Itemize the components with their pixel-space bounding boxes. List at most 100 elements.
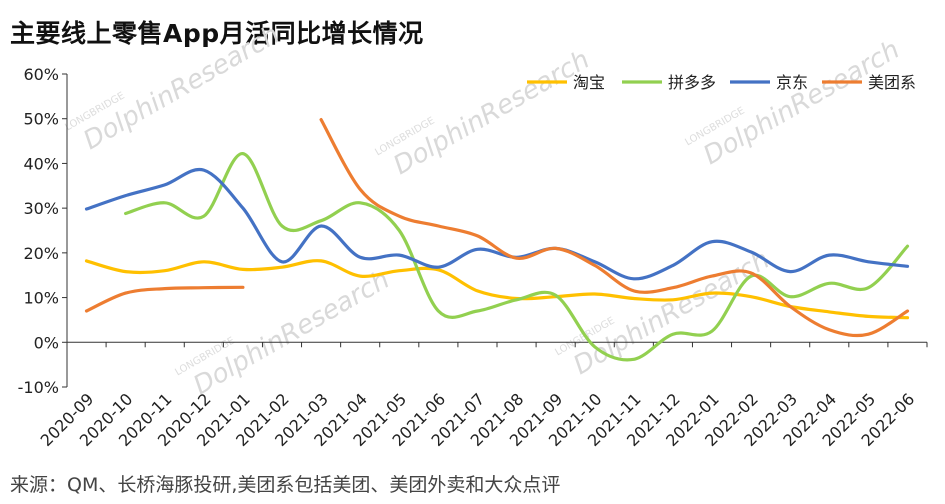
data-point (515, 298, 518, 301)
data-point (632, 289, 635, 292)
data-point (789, 295, 792, 298)
data-point (750, 250, 753, 253)
data-point (241, 268, 244, 271)
data-point (593, 345, 596, 348)
data-point (789, 270, 792, 273)
data-point (320, 219, 323, 222)
data-point (867, 333, 870, 336)
data-point (281, 260, 284, 263)
data-point (515, 257, 518, 260)
data-point (828, 254, 831, 257)
data-point (359, 188, 362, 191)
data-point (476, 289, 479, 292)
legend-label: 美团系 (868, 73, 916, 92)
data-point (359, 201, 362, 204)
data-point (163, 183, 166, 186)
data-point (711, 292, 714, 295)
data-point (281, 225, 284, 228)
data-point (85, 259, 88, 262)
data-point (124, 194, 127, 197)
chart-legend: 淘宝 拼多多 京东 美团系 (527, 73, 916, 92)
data-point (593, 264, 596, 267)
data-point (241, 152, 244, 155)
data-point (711, 240, 714, 243)
data-point (398, 269, 401, 272)
data-point (85, 208, 88, 211)
data-point (906, 245, 909, 248)
data-point (671, 264, 674, 267)
series-line-3 (84, 167, 910, 281)
data-point (554, 247, 557, 250)
watermark-text: DolphinResearch (699, 35, 905, 171)
data-point (398, 215, 401, 218)
y-tick-label: 10% (23, 289, 59, 308)
data-point (241, 207, 244, 210)
y-tick-label: 0% (34, 333, 59, 352)
data-point (750, 271, 753, 274)
y-tick-label: 50% (23, 110, 59, 129)
data-point (671, 333, 674, 336)
data-point (593, 292, 596, 295)
data-point (554, 294, 557, 297)
data-point (828, 328, 831, 331)
y-tick-label: 30% (23, 199, 59, 218)
data-point (632, 277, 635, 280)
data-point (750, 295, 753, 298)
data-point (163, 201, 166, 204)
data-point (476, 309, 479, 312)
data-point (632, 297, 635, 300)
data-point (281, 266, 284, 269)
data-point (202, 169, 205, 172)
y-tick-label: -10% (18, 378, 59, 397)
series-line-4 (84, 285, 245, 313)
data-point (163, 269, 166, 272)
data-point (632, 358, 635, 361)
data-point (437, 266, 440, 269)
data-point (359, 275, 362, 278)
data-point (202, 215, 205, 218)
data-point (85, 309, 88, 312)
data-point (476, 248, 479, 251)
data-point (163, 287, 166, 290)
data-point (359, 256, 362, 259)
y-tick-label: 40% (23, 154, 59, 173)
series-line-2 (124, 152, 910, 362)
y-tick-label: 20% (23, 244, 59, 263)
data-point (241, 286, 244, 289)
data-point (906, 316, 909, 319)
data-point (202, 286, 205, 289)
chart-title: 主要线上零售App月活同比增长情况 (10, 19, 424, 48)
series-line-1 (84, 259, 910, 320)
data-point (124, 212, 127, 215)
chart-series-layer (84, 118, 910, 362)
chart-source-note: 来源：QM、长桥海豚投研,美团系包括美团、美团外卖和大众点评 (10, 474, 561, 496)
data-point (867, 286, 870, 289)
data-point (671, 286, 674, 289)
legend-label: 拼多多 (668, 73, 716, 92)
data-point (320, 118, 323, 121)
data-point (789, 305, 792, 308)
legend-label: 淘宝 (573, 73, 605, 92)
data-point (867, 260, 870, 263)
data-point (320, 225, 323, 228)
data-point (711, 275, 714, 278)
data-point (398, 254, 401, 257)
data-point (906, 265, 909, 268)
data-point (828, 282, 831, 285)
data-point (124, 292, 127, 295)
data-point (320, 259, 323, 262)
data-point (671, 298, 674, 301)
series-line-4 (319, 118, 910, 338)
legend-label: 京东 (776, 73, 808, 92)
data-point (124, 270, 127, 273)
watermark-text: DolphinResearch (189, 265, 395, 401)
data-point (593, 260, 596, 263)
watermark-text: DolphinResearch (79, 20, 285, 156)
data-point (437, 225, 440, 228)
data-point (906, 309, 909, 312)
watermark-text: DolphinResearch (389, 45, 595, 181)
data-point (437, 309, 440, 312)
data-point (828, 310, 831, 313)
y-tick-label: 60% (23, 65, 59, 84)
